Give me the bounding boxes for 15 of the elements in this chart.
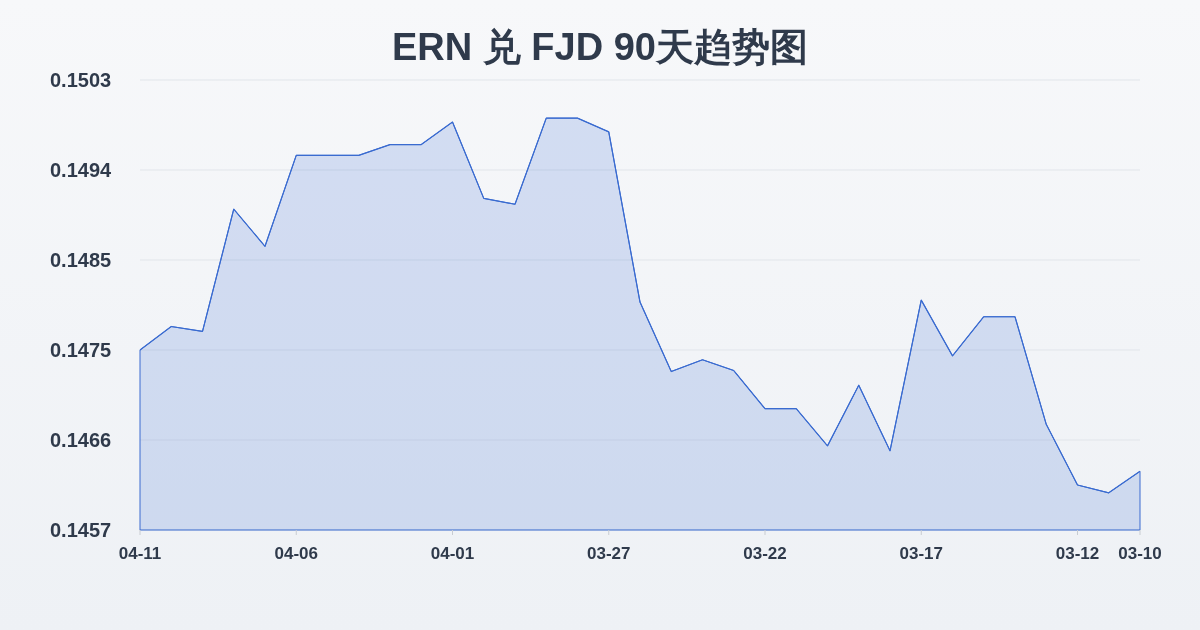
- y-tick-label: 0.1494: [50, 159, 113, 181]
- y-tick-label: 0.1475: [50, 339, 112, 361]
- x-tick-label: 04-01: [430, 544, 475, 563]
- y-tick-label: 0.1457: [50, 519, 112, 541]
- x-tick-label: 03-17: [899, 544, 943, 563]
- x-tick-label: 04-06: [274, 544, 318, 563]
- x-tick-label: 04-11: [118, 544, 162, 563]
- y-tick-label: 0.1466: [50, 429, 112, 451]
- chart-title: ERN 兑 FJD 90天趋势图: [392, 26, 808, 68]
- x-tick-label: 03-27: [587, 544, 631, 563]
- x-tick-label: 03-12: [1055, 544, 1100, 563]
- y-tick-label: 0.1485: [50, 249, 112, 271]
- y-tick-label: 0.1503: [50, 69, 112, 91]
- x-tick-label: 03-10: [1118, 544, 1162, 563]
- x-tick-label: 03-22: [743, 544, 787, 563]
